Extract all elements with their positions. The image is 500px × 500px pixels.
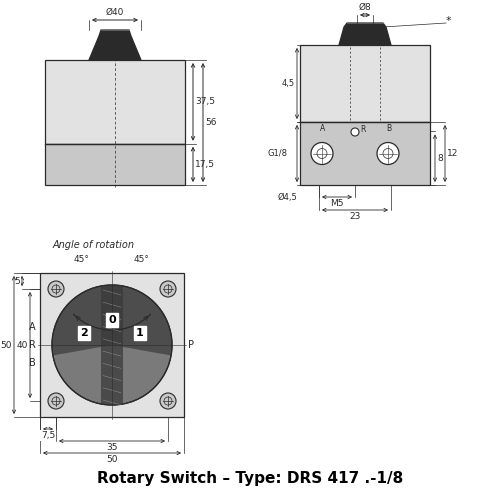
- Text: 7,5: 7,5: [41, 431, 55, 440]
- Text: Rotary Switch – Type: DRS 417 .-1/8: Rotary Switch – Type: DRS 417 .-1/8: [97, 470, 403, 486]
- Text: 45°: 45°: [74, 256, 90, 264]
- Text: A: A: [30, 322, 36, 332]
- Text: 17,5: 17,5: [195, 160, 215, 169]
- Circle shape: [311, 142, 333, 165]
- Circle shape: [160, 281, 176, 297]
- Text: 50: 50: [0, 340, 12, 349]
- Text: 12: 12: [447, 149, 458, 158]
- Polygon shape: [339, 23, 391, 45]
- Text: R: R: [360, 124, 366, 134]
- Text: G1/8: G1/8: [268, 149, 288, 158]
- Text: 35: 35: [106, 443, 118, 452]
- Polygon shape: [45, 60, 185, 144]
- Text: 0: 0: [108, 315, 116, 325]
- Polygon shape: [45, 144, 185, 185]
- Text: P: P: [188, 340, 194, 350]
- Polygon shape: [52, 285, 112, 356]
- Polygon shape: [89, 30, 141, 60]
- Text: Ø8: Ø8: [358, 3, 372, 12]
- Text: B: B: [29, 358, 36, 368]
- Circle shape: [377, 142, 399, 165]
- Circle shape: [351, 128, 359, 136]
- Text: B: B: [386, 124, 392, 133]
- Text: 23: 23: [350, 212, 360, 221]
- Text: 4,5: 4,5: [282, 79, 295, 88]
- Circle shape: [48, 393, 64, 409]
- Circle shape: [48, 281, 64, 297]
- Text: 5: 5: [14, 276, 20, 285]
- Polygon shape: [40, 273, 184, 417]
- Text: 37,5: 37,5: [195, 98, 215, 106]
- Polygon shape: [101, 285, 123, 405]
- Text: 2: 2: [80, 328, 88, 338]
- Text: Ø40: Ø40: [106, 8, 124, 17]
- Text: R: R: [29, 340, 36, 350]
- Text: M5: M5: [330, 199, 344, 208]
- Text: 40: 40: [16, 340, 28, 349]
- Text: 45°: 45°: [134, 256, 150, 264]
- Text: 1: 1: [136, 328, 144, 338]
- Text: Ø4,5: Ø4,5: [277, 193, 297, 202]
- Polygon shape: [300, 45, 430, 122]
- Text: 50: 50: [106, 455, 118, 464]
- Text: Angle of rotation: Angle of rotation: [53, 240, 135, 250]
- Polygon shape: [112, 285, 172, 356]
- Text: A: A: [320, 124, 326, 133]
- Polygon shape: [300, 122, 430, 185]
- Circle shape: [52, 285, 172, 405]
- Text: 56: 56: [205, 118, 216, 127]
- Circle shape: [160, 393, 176, 409]
- Text: *: *: [445, 16, 451, 26]
- Text: 8: 8: [437, 154, 443, 162]
